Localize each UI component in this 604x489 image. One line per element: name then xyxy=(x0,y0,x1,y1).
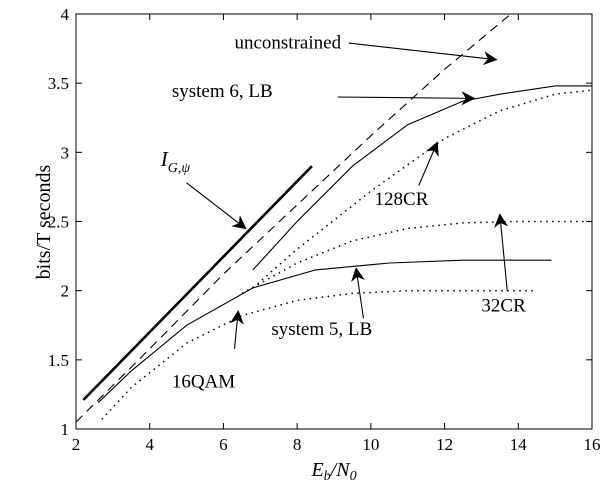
annotation-label-system6: system 6, LB xyxy=(172,81,273,102)
y-tick-label: 4 xyxy=(61,5,70,24)
annotation-arrow-system5 xyxy=(351,267,365,319)
annotation-label-16qam: 16QAM xyxy=(172,372,235,393)
x-axis-label-sub2: 0 xyxy=(350,469,357,484)
x-tick-label: 2 xyxy=(72,435,81,454)
annotation-arrow-128cr xyxy=(418,141,439,186)
series-line-unconstrained xyxy=(75,13,512,423)
plot-area xyxy=(75,13,593,430)
annotation-arrow-32cr xyxy=(494,213,509,291)
series-line-16qam xyxy=(101,289,537,420)
annotation-arrow-unconstrained xyxy=(348,42,498,66)
x-tick-label: 16 xyxy=(584,435,601,454)
y-tick-label: 2 xyxy=(61,282,70,301)
series-line-i-g-psi xyxy=(82,165,313,401)
x-axis-label-main: E xyxy=(310,459,323,481)
annotation-label-system5: system 5, LB xyxy=(271,319,372,340)
annotation-label-igpsi: IG,ψ xyxy=(160,147,191,176)
series-line-system-5-lb xyxy=(97,259,552,404)
y-tick-label: 3.5 xyxy=(48,74,69,93)
x-tick-label: 12 xyxy=(436,435,453,454)
annotation-arrow-system6 xyxy=(337,91,476,106)
y-tick-label: 3 xyxy=(61,143,70,162)
x-tick-label: 14 xyxy=(510,435,528,454)
y-axis-label: bits/T seconds xyxy=(33,164,55,279)
x-axis-ticks: 2 4 6 8 10 12 14 16 xyxy=(72,14,601,454)
y-axis-ticks: 1 1.5 2 2.5 3 3.5 4 xyxy=(48,5,592,439)
annotations-group: unconstrained system 6, LB IG,ψ 128CR 32CR sy… xyxy=(160,33,526,393)
series-line-system-6-lb xyxy=(252,85,592,271)
series-group xyxy=(75,13,593,423)
annotation-label-unconstrained: unconstrained xyxy=(234,33,341,54)
y-tick-label: 1 xyxy=(61,420,70,439)
x-tick-label: 4 xyxy=(145,435,154,454)
annotation-arrow-16qam xyxy=(229,310,244,349)
x-tick-label: 8 xyxy=(293,435,302,454)
x-tick-label: 6 xyxy=(219,435,228,454)
annotation-label-32cr: 32CR xyxy=(481,295,526,316)
x-axis-label-slash: /N xyxy=(330,459,352,481)
y-tick-label: 2.5 xyxy=(48,213,69,232)
y-tick-label: 1.5 xyxy=(48,351,69,370)
annotation-label-128cr: 128CR xyxy=(375,189,429,210)
x-axis-label-sub1: b xyxy=(324,469,331,484)
x-axis-label: Eb/N0 xyxy=(310,459,356,484)
annotation-arrow-igpsi xyxy=(186,182,247,230)
x-tick-label: 10 xyxy=(362,435,379,454)
